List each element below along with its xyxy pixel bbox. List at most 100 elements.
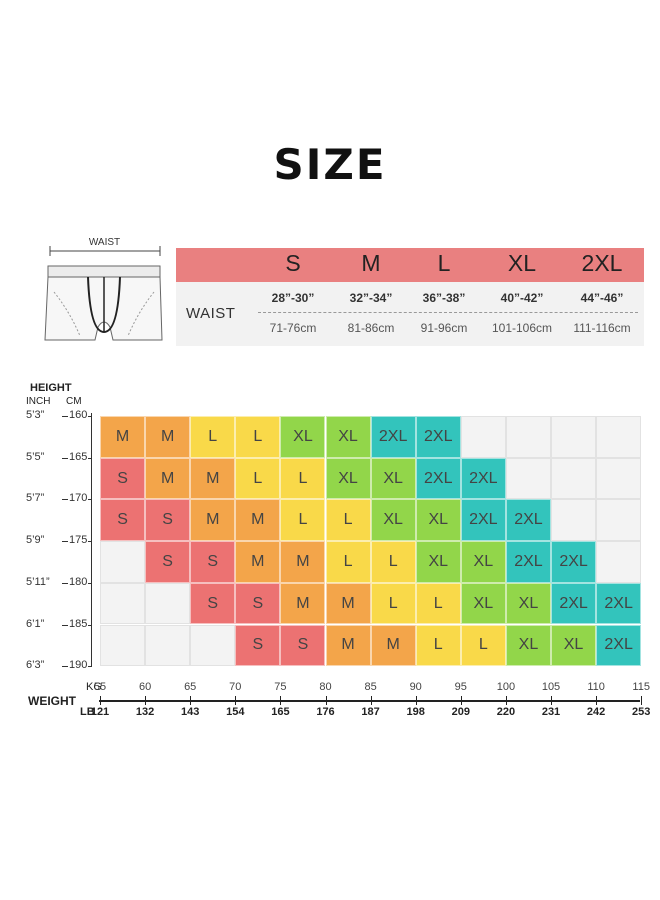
weight-kg-tick: 60 [138,681,152,693]
height-inch-tick: 5’7” [26,492,45,505]
weight-lb-tick: 209 [451,706,470,718]
cell-size-m: M [190,457,236,500]
weight-tick-mark [415,696,417,705]
waist-inch-xl: 40”-42” [500,291,544,305]
cell-empty [145,582,191,625]
weight-tick-mark [190,696,192,705]
cell-size-l: L [460,624,506,667]
cell-label: XL [473,552,494,570]
cell-size-xl: XL [415,541,461,583]
cell-size-s: S [280,624,326,667]
cell-size-m: M [145,457,191,500]
height-inch-tick: 5’11” [26,575,50,588]
cell-size-xl: XL [415,499,461,542]
cell-label: L [253,427,263,445]
cell-label: M [206,469,220,487]
cell-empty [100,582,146,625]
size-xl-header: XL [507,250,537,276]
weight-tick-mark [370,696,372,705]
cell-label: M [386,636,400,654]
cell-label: XL [518,594,539,612]
cell-label: M [160,427,175,445]
cell-label: XL [338,469,358,487]
cell-size-s: S [190,582,236,625]
cell-size-2xl: 2XL [460,457,506,500]
cell-size-l: L [370,582,416,625]
cell-size-l: L [280,499,326,542]
weight-kg-tick: 80 [319,681,332,693]
height-cm-tick: 160 [68,409,89,421]
cell-size-2xl: 2XL [505,541,551,583]
weight-lb-tick: 165 [271,706,290,718]
size-m-header: M [361,250,381,276]
weight-lb-tick: 198 [406,706,425,718]
cell-label: L [478,636,488,654]
waist-inch-2xl: 44”-46” [580,291,624,305]
height-cm-tick: 180 [68,575,89,588]
weight-tick-mark [551,696,552,705]
cell-label: XL [383,469,403,487]
cell-label: 2XL [514,511,543,529]
cell-size-m: M [370,624,416,667]
height-inch-tick: 6’1” [26,617,45,630]
weight-tick-mark [100,696,101,705]
weight-kg-tick: 110 [587,681,605,693]
cell-label: XL [563,636,584,654]
weight-lb-tick: 231 [541,706,561,718]
brief-illustration [44,246,163,341]
height-inch-tick: 5’5” [26,450,45,463]
cell-label: XL [428,552,449,570]
cell-label: 2XL [559,552,588,570]
cell-size-s: S [145,541,191,583]
weight-lb-tick: 143 [181,706,200,718]
cell-size-2xl: 2XL [551,582,597,625]
weight-tick-mark [235,696,237,705]
cell-empty [596,457,642,500]
height-cm-tick: 175 [68,534,89,547]
cell-empty [190,624,236,667]
cell-size-2xl: 2XL [415,416,461,458]
weight-lb-tick: 187 [361,706,380,718]
cell-label: S [297,636,309,654]
cell-label: XL [383,511,403,529]
inch-unit-label: INCH [26,396,51,407]
cell-size-2xl: 2XL [596,624,642,667]
cell-size-s: S [145,499,191,542]
cell-size-xl: XL [325,416,371,458]
cell-empty [460,416,506,458]
waist-cm-xl: 101-106cm [491,321,553,335]
cell-size-m: M [280,541,326,583]
cell-size-l: L [370,541,416,583]
cell-label: L [208,427,218,445]
cell-size-l: L [415,624,461,667]
weight-lb-tick: 220 [496,706,516,718]
cell-size-s: S [100,499,146,542]
waist-row-label: WAIST [186,305,236,322]
cell-size-xl: XL [505,582,551,625]
weight-lb-tick: 253 [632,706,651,718]
cell-label: M [296,552,310,570]
waist-inch-m: 32”-34” [349,291,393,305]
waist-cm-2xl: 111-116cm [573,321,631,335]
height-inch-tick: 6’3” [26,659,45,672]
cell-size-l: L [325,499,371,542]
cell-label: L [388,594,398,612]
cell-label: L [298,469,308,487]
cell-size-xl: XL [505,624,551,667]
cell-label: XL [338,427,358,445]
cell-label: L [298,511,308,529]
weight-tick-mark [460,696,462,705]
cell-size-l: L [280,457,326,500]
weight-tick-mark [325,696,327,705]
cell-size-xl: XL [370,499,416,542]
cell-size-l: L [325,541,371,583]
weight-lb-tick: 154 [226,706,245,718]
waist-cm-m: 81-86cm [347,321,395,335]
weight-tick-mark [145,696,147,705]
cell-size-xl: XL [370,457,416,500]
waist-label: WAIST [88,237,121,248]
cell-size-2xl: 2XL [551,541,597,583]
cell-size-2xl: 2XL [460,499,506,542]
cell-size-l: L [415,582,461,625]
weight-lb-tick: 242 [586,706,606,718]
